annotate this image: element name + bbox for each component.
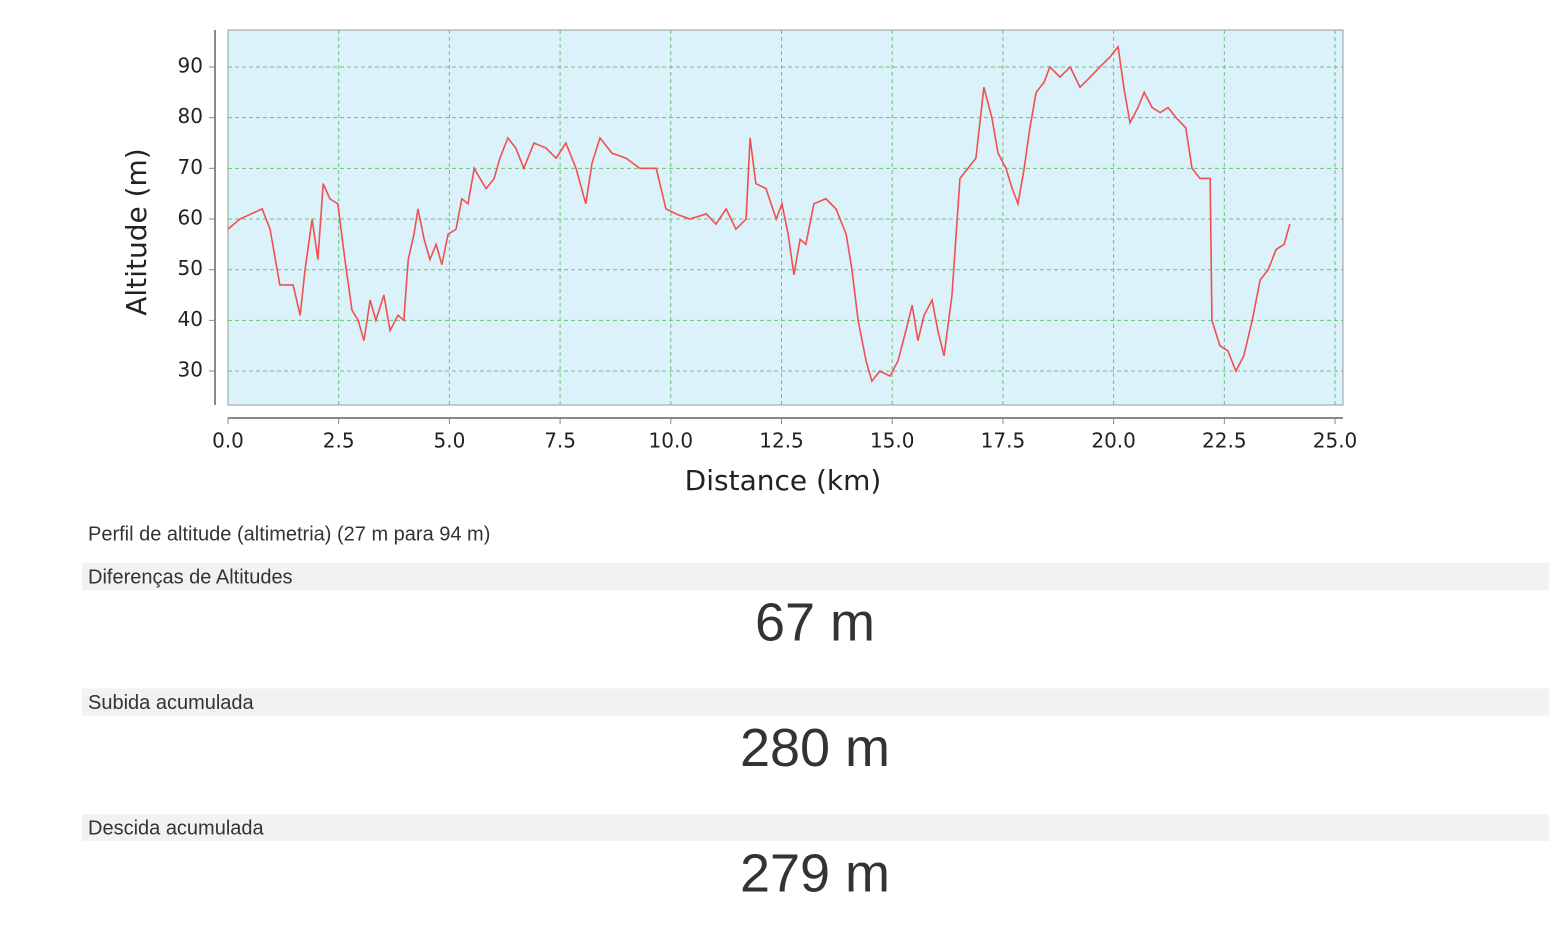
stat-header-bar	[82, 563, 1549, 590]
y-tick-label: 70	[178, 155, 203, 179]
stat-value: 280 m	[740, 718, 890, 778]
x-tick-label: 25.0	[1313, 429, 1358, 453]
stat-value: 67 m	[755, 592, 875, 652]
x-tick-label: 12.5	[759, 429, 804, 453]
stat-label: Subida acumulada	[88, 692, 255, 714]
y-axis-label: Altitude (m)	[120, 148, 153, 315]
y-tick-label: 50	[178, 256, 203, 280]
y-tick-label: 60	[178, 206, 203, 230]
y-tick-label: 80	[178, 104, 203, 128]
y-tick-label: 40	[178, 307, 203, 331]
x-tick-label: 20.0	[1091, 429, 1136, 453]
stat-label: Diferenças de Altitudes	[88, 566, 293, 588]
altitude-line	[227, 44, 1291, 383]
x-tick-label: 7.5	[544, 429, 576, 453]
x-tick-label: 5.0	[433, 429, 465, 453]
x-tick-label: 15.0	[870, 429, 915, 453]
x-tick-label: 10.0	[649, 429, 694, 453]
stat-label: Descida acumulada	[88, 817, 265, 839]
stat-value: 279 m	[740, 843, 890, 903]
x-axis-label: Distance (km)	[685, 464, 882, 497]
x-tick-label: 22.5	[1202, 429, 1247, 453]
x-tick-label: 2.5	[323, 429, 355, 453]
x-tick-label: 0.0	[212, 429, 244, 453]
caption: Perfil de altitude (altimetria) (27 m pa…	[88, 523, 490, 545]
x-tick-label: 17.5	[981, 429, 1026, 453]
stat-header-bar	[82, 814, 1549, 841]
y-tick-label: 30	[178, 358, 203, 382]
y-tick-label: 90	[178, 53, 203, 77]
stat-header-bar	[82, 688, 1549, 716]
